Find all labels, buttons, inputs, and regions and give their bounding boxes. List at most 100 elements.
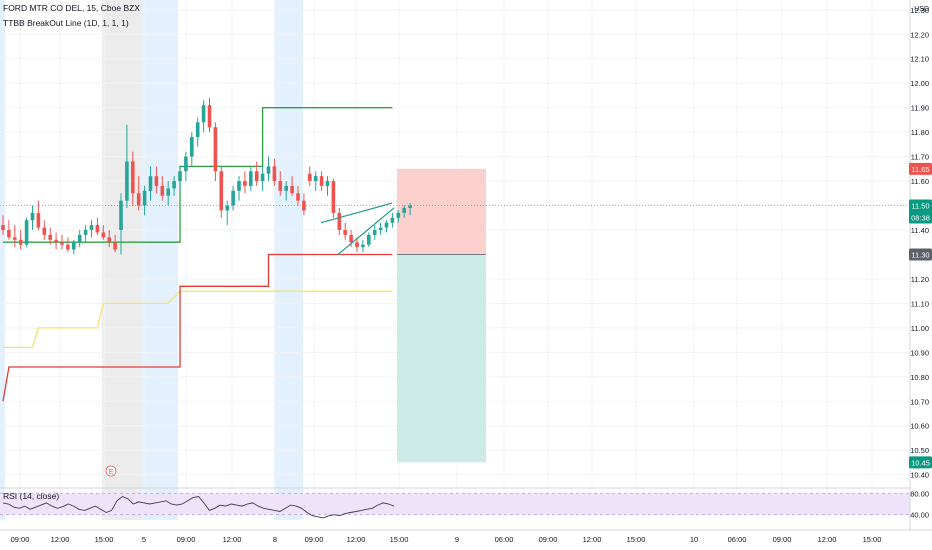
price-tick-label: 12.30: [910, 6, 929, 15]
candle-body: [190, 137, 194, 157]
candle-body: [231, 190, 235, 206]
candle-body: [408, 205, 412, 208]
time-tick-label: 5: [142, 535, 146, 544]
earnings-marker: [105, 465, 117, 477]
candle-body: [225, 205, 229, 211]
time-tick-label: 09:00: [11, 535, 30, 544]
candle-body: [319, 176, 324, 186]
price-tick-label: 10.90: [910, 348, 929, 357]
candle-body: [54, 239, 58, 243]
target-price-tag-label: 11.65: [911, 165, 929, 174]
candle-body: [372, 229, 377, 235]
time-tick-label: 10: [690, 535, 698, 544]
price-tick-label: 12.10: [910, 55, 929, 64]
candle-body: [160, 185, 165, 196]
price-tick-label: 10.70: [910, 397, 929, 406]
candle-body: [390, 217, 395, 223]
candle-body: [384, 222, 389, 228]
candle-body: [107, 237, 111, 243]
rsi-legend[interactable]: RSI (14, close): [3, 491, 60, 501]
candle-body: [131, 161, 135, 194]
overlays: E: [0, 202, 910, 477]
breakout-lines: [2, 107, 393, 402]
candle-body: [266, 166, 271, 174]
wedge-upper-line: [320, 202, 393, 224]
candle-body: [254, 171, 259, 182]
time-tick-label: 12:00: [347, 535, 366, 544]
price-tick-label: 11.90: [911, 104, 929, 113]
yellow-line: [3, 290, 393, 349]
candle-body: [148, 176, 153, 191]
time-tick-label: 09:00: [773, 535, 792, 544]
candle-body: [184, 156, 188, 172]
candle-body: [195, 122, 200, 138]
candle-body: [337, 212, 342, 230]
candle-body: [30, 212, 35, 221]
rsi-line: [2, 495, 395, 519]
time-tick-label: 8: [273, 535, 277, 544]
candle-body: [249, 171, 253, 186]
candle-body: [331, 181, 336, 213]
candle-body: [142, 190, 147, 206]
candle-body: [13, 237, 17, 240]
candle-body: [166, 188, 170, 196]
lower-target-price-tag: [909, 456, 932, 469]
time-tick-label: 09:00: [177, 535, 196, 544]
candle-body: [396, 212, 401, 218]
candle-body: [272, 166, 277, 182]
time-tick-label: 12:00: [51, 535, 70, 544]
candle-body: [48, 234, 52, 240]
candle-body: [66, 244, 70, 250]
earnings-marker-label: E: [109, 469, 114, 476]
session-highlight: [0, 0, 5, 520]
candle-body: [136, 193, 141, 206]
candle-body: [284, 185, 288, 191]
price-tick-label: 10.80: [910, 373, 929, 382]
position-tool[interactable]: [397, 168, 486, 463]
candle-body: [72, 242, 76, 250]
current-price-tag-label: 11.50: [911, 202, 929, 211]
price-tick-label: 11.40: [911, 226, 929, 235]
currency-label: USD: [914, 6, 929, 13]
price-tick-label: 12.00: [910, 79, 929, 88]
rsi-band: [0, 493, 910, 515]
price-tick-label: 10.40: [910, 471, 929, 480]
candle-body: [201, 105, 206, 123]
candle-body: [243, 181, 247, 186]
stop-zone: [397, 168, 486, 255]
stop-price-tag: [909, 248, 932, 261]
candle-body: [154, 176, 159, 186]
candle-body: [77, 234, 82, 243]
indicator-legend[interactable]: TTBB BreakOut Line (1D, 1, 1, 1): [3, 18, 129, 28]
time-tick-label: 12:00: [223, 535, 242, 544]
candle-body: [101, 232, 106, 238]
candle-body: [349, 234, 353, 243]
session-highlight: [141, 0, 178, 520]
candle-body: [367, 234, 371, 245]
rsi-pane: [0, 487, 910, 519]
candle-body: [260, 173, 265, 182]
candle-body: [24, 220, 29, 245]
candle-body: [178, 171, 182, 182]
candles: [1, 97, 412, 255]
candle-body: [313, 176, 318, 182]
candle-body: [343, 229, 347, 235]
candle-body: [290, 185, 294, 194]
red-breakout-line: [2, 253, 393, 402]
candle-body: [278, 181, 283, 191]
price-tick-label: 11.80: [911, 128, 929, 137]
candle-body: [237, 181, 241, 191]
candle-body: [60, 242, 64, 245]
candle-body: [296, 193, 300, 201]
stop-price-tag-label: 11.30: [911, 250, 929, 259]
candle-body: [213, 127, 218, 172]
candle-body: [18, 239, 23, 245]
symbol-legend[interactable]: FORD MTR CO DEL, 15, Cboe BZX: [3, 3, 140, 13]
time-tick-label: 15:00: [390, 535, 409, 544]
price-tick-label: 10.50: [910, 446, 929, 455]
current-price-tag: [909, 199, 932, 224]
candle-body: [89, 225, 94, 230]
rsi-tick-label: 40.00: [910, 511, 929, 520]
